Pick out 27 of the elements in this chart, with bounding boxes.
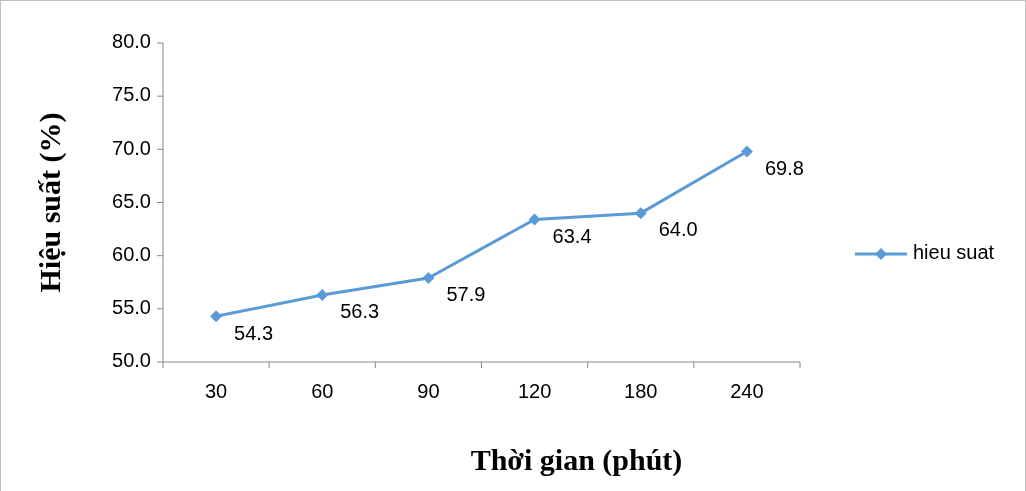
x-tick-label: 30 [204,380,228,402]
y-tick-label: 80.0 [112,30,151,53]
x-tick-label: 240 [730,380,764,402]
y-axis-title: Hiệu suất (%) [33,112,67,293]
text: 54.3 [234,321,274,344]
legend-label: hieu suat [913,241,995,264]
point [316,289,329,302]
text: 64.0 [658,218,698,241]
x-tick-label: 120 [517,380,552,402]
y-tick-label: 70.0 [112,136,151,159]
y-tick-label: 75.0 [112,83,151,106]
text: 63.4 [552,224,592,247]
x-tick-label: 60 [311,380,334,402]
y-tick-label: 55.0 [112,296,151,319]
x-axis-title: Thời gian (phút) [470,443,683,477]
x-tick-label: 180 [624,380,658,402]
y-tick-label: 60.0 [112,242,151,265]
point [210,310,223,323]
text: 57.9 [446,283,486,306]
point [528,213,541,226]
y-tick-label: 50.0 [112,349,151,372]
text: 69.8 [764,156,804,179]
x-tick-label: 90 [417,380,440,402]
point [740,145,753,158]
y-tick-label: 65.0 [112,189,151,212]
point [422,272,435,284]
text: 56.3 [340,300,380,323]
